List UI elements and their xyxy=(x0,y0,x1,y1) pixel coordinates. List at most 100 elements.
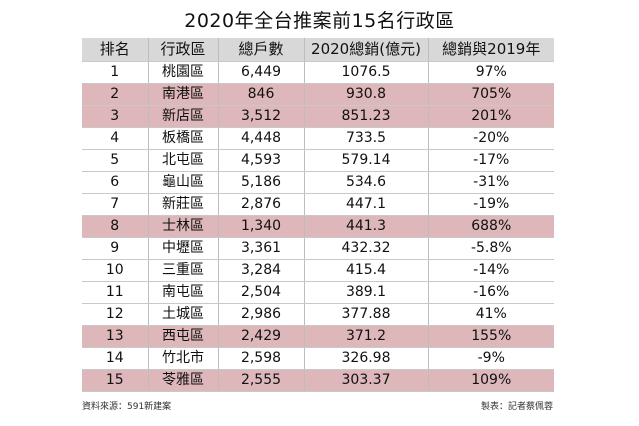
table-row: 8 士林區 1,340 441.3 688% xyxy=(82,215,554,238)
cell-units: 2,555 xyxy=(218,369,305,392)
cell-change: -31% xyxy=(428,171,554,194)
cell-sales: 930.8 xyxy=(304,83,429,106)
cell-rank: 8 xyxy=(82,215,149,238)
cell-district: 南港區 xyxy=(148,83,219,106)
cell-sales: 389.1 xyxy=(304,281,429,304)
table-row: 13 西屯區 2,429 371.2 155% xyxy=(82,325,554,348)
cell-change: 155% xyxy=(428,325,554,348)
cell-district: 西屯區 xyxy=(148,325,219,348)
cell-units: 2,598 xyxy=(218,347,305,370)
table-row: 6 龜山區 5,186 534.6 -31% xyxy=(82,171,554,194)
table-row: 5 北屯區 4,593 579.14 -17% xyxy=(82,149,554,172)
cell-rank: 2 xyxy=(82,83,149,106)
source-note: 資料來源：591新建案 xyxy=(82,402,172,412)
table-row: 7 新莊區 2,876 447.1 -19% xyxy=(82,193,554,216)
cell-sales: 1076.5 xyxy=(304,61,429,84)
cell-district: 板橋區 xyxy=(148,127,219,150)
cell-rank: 10 xyxy=(82,259,149,282)
table-row: 1 桃園區 6,449 1076.5 97% xyxy=(82,61,554,84)
cell-change: -14% xyxy=(428,259,554,282)
cell-rank: 14 xyxy=(82,347,149,370)
table-row: 12 土城區 2,986 377.88 41% xyxy=(82,303,554,326)
cell-sales: 579.14 xyxy=(304,149,429,172)
cell-district: 土城區 xyxy=(148,303,219,326)
table-row: 9 中壢區 3,361 432.32 -5.8% xyxy=(82,237,554,260)
cell-district: 龜山區 xyxy=(148,171,219,194)
cell-change: -5.8% xyxy=(428,237,554,260)
table-row: 11 南屯區 2,504 389.1 -16% xyxy=(82,281,554,304)
cell-change: 705% xyxy=(428,83,554,106)
cell-units: 2,504 xyxy=(218,281,305,304)
cell-rank: 4 xyxy=(82,127,149,150)
cell-units: 1,340 xyxy=(218,215,305,238)
cell-change: 109% xyxy=(428,369,554,392)
cell-change: 201% xyxy=(428,105,554,128)
cell-rank: 7 xyxy=(82,193,149,216)
cell-rank: 9 xyxy=(82,237,149,260)
page-title: 2020年全台推案前15名行政區 xyxy=(184,10,455,32)
cell-sales: 851.23 xyxy=(304,105,429,128)
table-row: 15 苓雅區 2,555 303.37 109% xyxy=(82,369,554,392)
cell-district: 新莊區 xyxy=(148,193,219,216)
cell-units: 6,449 xyxy=(218,61,305,84)
column-header-change: 總銷與2019年 xyxy=(428,38,554,62)
cell-change: -17% xyxy=(428,149,554,172)
cell-district: 桃園區 xyxy=(148,61,219,84)
cell-units: 4,593 xyxy=(218,149,305,172)
cell-district: 苓雅區 xyxy=(148,369,219,392)
cell-change: 688% xyxy=(428,215,554,238)
cell-change: 41% xyxy=(428,303,554,326)
column-header-rank: 排名 xyxy=(82,38,149,62)
credit-note: 製表：記者蔡佩蓉 xyxy=(480,402,553,412)
table-row: 14 竹北市 2,598 326.98 -9% xyxy=(82,347,554,370)
cell-district: 竹北市 xyxy=(148,347,219,370)
table-body: 1 桃園區 6,449 1076.5 97% 2 南港區 846 930.8 705% 3 新店區 3,… xyxy=(82,61,554,392)
cell-units: 2,429 xyxy=(218,325,305,348)
cell-sales: 377.88 xyxy=(304,303,429,326)
cell-rank: 11 xyxy=(82,281,149,304)
cell-rank: 13 xyxy=(82,325,149,348)
cell-sales: 432.32 xyxy=(304,237,429,260)
cell-district: 三重區 xyxy=(148,259,219,282)
cell-units: 3,361 xyxy=(218,237,305,260)
cell-units: 846 xyxy=(218,83,305,106)
cell-sales: 371.2 xyxy=(304,325,429,348)
cell-rank: 12 xyxy=(82,303,149,326)
cell-rank: 6 xyxy=(82,171,149,194)
column-header-sales: 2020總銷(億元) xyxy=(304,38,429,62)
cell-rank: 5 xyxy=(82,149,149,172)
cell-district: 南屯區 xyxy=(148,281,219,304)
cell-sales: 441.3 xyxy=(304,215,429,238)
column-header-district: 行政區 xyxy=(148,38,219,62)
cell-sales: 534.6 xyxy=(304,171,429,194)
cell-change: 97% xyxy=(428,61,554,84)
cell-district: 士林區 xyxy=(148,215,219,238)
table-row: 4 板橋區 4,448 733.5 -20% xyxy=(82,127,554,150)
cell-sales: 415.4 xyxy=(304,259,429,282)
cell-change: -19% xyxy=(428,193,554,216)
cell-units: 3,512 xyxy=(218,105,305,128)
table-row: 3 新店區 3,512 851.23 201% xyxy=(82,105,554,128)
cell-sales: 447.1 xyxy=(304,193,429,216)
cell-rank: 15 xyxy=(82,369,149,392)
cell-rank: 3 xyxy=(82,105,149,128)
table-row: 10 三重區 3,284 415.4 -14% xyxy=(82,259,554,282)
cell-units: 2,986 xyxy=(218,303,305,326)
cell-units: 2,876 xyxy=(218,193,305,216)
cell-units: 5,186 xyxy=(218,171,305,194)
ranking-table: 排名 行政區 總戶數 2020總銷(億元) 總銷與2019年 1 桃園區 6,449… xyxy=(82,38,554,392)
cell-district: 中壢區 xyxy=(148,237,219,260)
cell-units: 3,284 xyxy=(218,259,305,282)
cell-district: 新店區 xyxy=(148,105,219,128)
cell-change: -16% xyxy=(428,281,554,304)
cell-sales: 303.37 xyxy=(304,369,429,392)
cell-sales: 326.98 xyxy=(304,347,429,370)
cell-change: -20% xyxy=(428,127,554,150)
cell-rank: 1 xyxy=(82,61,149,84)
cell-units: 4,448 xyxy=(218,127,305,150)
table-row: 2 南港區 846 930.8 705% xyxy=(82,83,554,106)
cell-district: 北屯區 xyxy=(148,149,219,172)
cell-change: -9% xyxy=(428,347,554,370)
column-header-units: 總戶數 xyxy=(218,38,305,62)
cell-sales: 733.5 xyxy=(304,127,429,150)
